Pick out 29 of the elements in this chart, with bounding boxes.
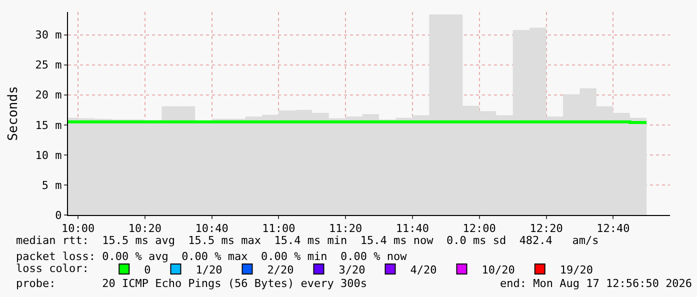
text: end: Mon Aug 17 12:56:50 2026	[500, 277, 692, 290]
legend-label: 1/20	[196, 263, 222, 276]
legend-label: 4/20	[410, 263, 437, 276]
y-axis-title: Seconds	[6, 86, 22, 141]
x-tick-label: 11:20	[329, 222, 362, 236]
text: packet loss: 0.00 % avg 0.00 % max 0.00 % min 0.00 % now	[16, 250, 408, 263]
text: median rtt: 15.5 ms avg 15.5 ms max 15.4 ms min 15.4 ms now 0.0 ms sd 482.4 am/s	[16, 234, 599, 247]
legend-label: 3/20	[338, 263, 366, 276]
y-tick-label: 5 m	[42, 178, 62, 192]
x-tick-label: 12:40	[596, 222, 630, 236]
legend-label: 10/20	[482, 263, 515, 276]
y-tick-label: 10 m	[35, 148, 62, 162]
y-tick-label: 15 m	[35, 118, 62, 132]
x-tick-label: 12:00	[462, 222, 496, 236]
legend-label: 0	[144, 263, 151, 276]
legend-label: 2/20	[267, 263, 294, 276]
x-tick-label: 10:20	[128, 222, 162, 236]
y-tick-label: 30 m	[35, 28, 62, 42]
y-tick-label: 0	[55, 208, 62, 222]
y-tick-label: 25 m	[35, 58, 62, 72]
x-tick-label: 10:40	[195, 222, 228, 236]
x-tick-label: 11:00	[262, 222, 296, 236]
x-tick-label: 12:20	[530, 222, 563, 236]
x-tick-label: 10:00	[61, 222, 95, 236]
text: loss color:	[16, 262, 89, 275]
legend-label: 19/20	[560, 263, 593, 276]
y-tick-label: 20 m	[35, 88, 62, 102]
x-tick-label: 11:40	[396, 222, 430, 236]
text: probe: 20 ICMP Echo Pings (56 Bytes) every 300s	[16, 277, 367, 290]
